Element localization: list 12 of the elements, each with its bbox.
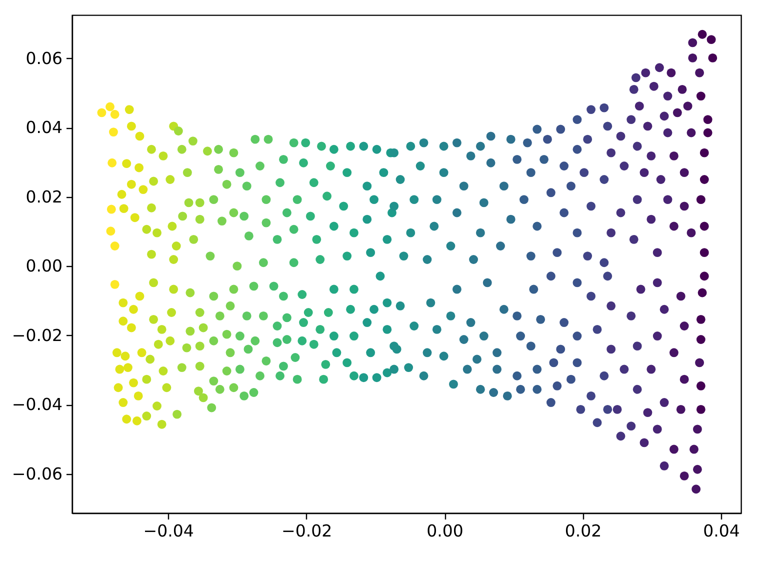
y-tick-label: 0.02 bbox=[26, 187, 62, 206]
y-tick-label: −0.06 bbox=[12, 464, 62, 484]
y-tick-label: 0.00 bbox=[26, 256, 62, 276]
y-tick-label: −0.02 bbox=[12, 326, 62, 345]
x-tick-label: 0.00 bbox=[426, 522, 464, 540]
x-tick-label: −0.02 bbox=[282, 522, 332, 540]
x-tick-label: −0.04 bbox=[143, 522, 194, 540]
x-tick-label: 0.04 bbox=[703, 522, 740, 540]
x-tick-label: 0.02 bbox=[564, 522, 602, 540]
y-tick-label: −0.04 bbox=[12, 395, 62, 414]
y-tick-label: 0.04 bbox=[26, 118, 62, 138]
y-tick-label: 0.06 bbox=[26, 48, 62, 68]
